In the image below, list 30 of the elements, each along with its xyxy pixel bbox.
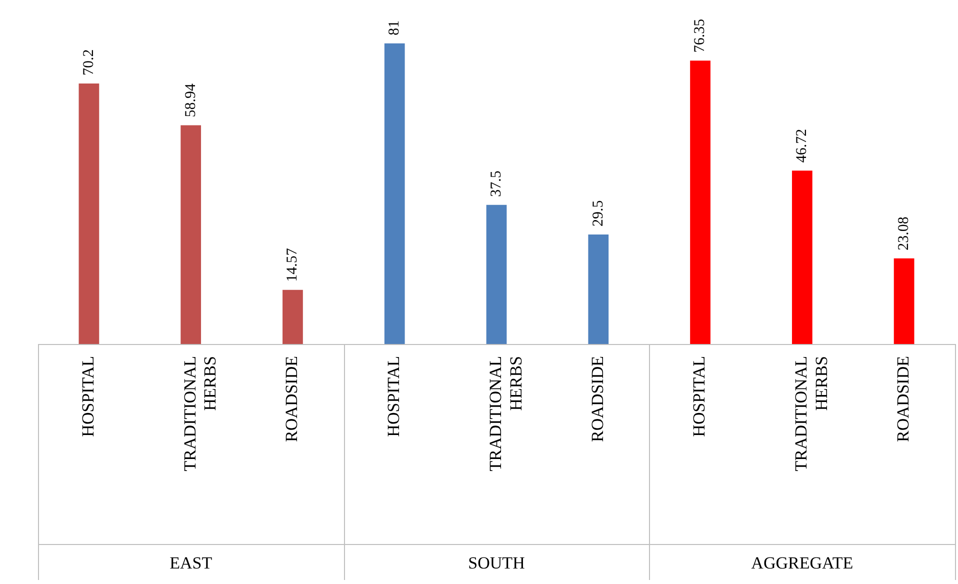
x-tick-label: ROADSIDE <box>894 356 913 442</box>
data-label: 23.08 <box>896 216 912 250</box>
data-label: 29.5 <box>590 200 606 227</box>
data-label: 70.2 <box>80 49 97 76</box>
text: SOUTH <box>468 553 525 572</box>
bar <box>588 234 609 344</box>
x-tick-label: HOSPITAL <box>690 356 709 437</box>
x-tick-label: HOSPITAL <box>384 356 404 437</box>
x-tick-label: ROADSIDE <box>282 356 302 442</box>
bar <box>792 170 812 344</box>
bar <box>180 125 202 344</box>
data-label: 76.35 <box>692 18 708 53</box>
data-label: 46.72 <box>794 128 810 163</box>
x-tick-label: ROADSIDE <box>588 356 607 442</box>
data-label: 58.94 <box>182 83 199 118</box>
bar <box>384 43 405 344</box>
bar <box>486 204 507 344</box>
bar <box>282 290 303 344</box>
data-label: 81 <box>386 20 403 36</box>
data-label: 14.57 <box>284 248 301 282</box>
x-tick-label: TRADITIONAL HERBS <box>486 356 526 472</box>
x-tick-label: TRADITIONAL HERBS <box>792 356 832 472</box>
text: EAST <box>170 553 213 572</box>
bar <box>690 60 710 344</box>
data-label: 37.5 <box>488 170 504 197</box>
x-tick-label: TRADITIONAL HERBS <box>180 356 220 472</box>
x-tick-label: HOSPITAL <box>78 356 98 437</box>
bar <box>78 83 100 344</box>
bar <box>894 258 914 344</box>
text: AGGREGATE <box>751 553 854 572</box>
